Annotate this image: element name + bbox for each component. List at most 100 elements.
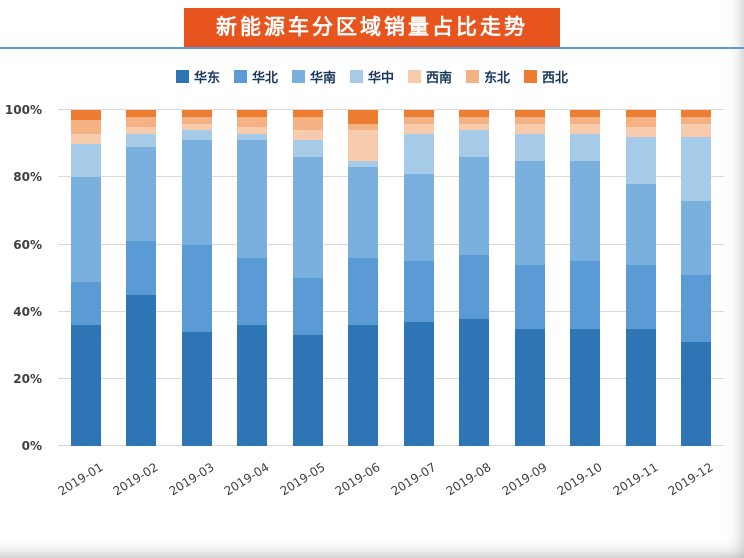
bar-slot xyxy=(280,110,336,447)
bar-segment xyxy=(570,160,601,262)
bar-segment xyxy=(70,110,101,121)
bar xyxy=(237,110,268,447)
chart-area: 0% 20% 40% 60% 80% 100% 2019-01 2019-02 2019-03… xyxy=(0,103,744,520)
bar-segment xyxy=(181,244,212,332)
gridline xyxy=(58,176,724,178)
bar xyxy=(403,110,434,447)
x-axis-slot: 2019-04 xyxy=(221,450,281,514)
legend-label: 东北 xyxy=(484,71,511,87)
bar-segment xyxy=(514,116,545,124)
bar xyxy=(348,110,379,447)
bar-segment xyxy=(348,167,379,259)
legend-item: 华中 xyxy=(349,67,394,87)
bar-segment xyxy=(292,140,323,158)
bar-segment xyxy=(514,110,545,117)
x-axis-slot: 2019-08 xyxy=(443,450,503,514)
bar-segment xyxy=(681,342,712,447)
bar-segment xyxy=(237,127,268,134)
chart-title: 新能源车分区域销量占比走势 xyxy=(216,15,528,39)
x-axis-label: 2019-04 xyxy=(221,460,272,499)
legend-label: 华南 xyxy=(309,71,336,87)
bar-segment xyxy=(625,137,656,185)
x-axis-label: 2019-07 xyxy=(388,460,439,499)
legend-label: 华中 xyxy=(367,71,394,87)
bar-segment xyxy=(70,143,101,178)
bar xyxy=(625,110,656,447)
bar-slot xyxy=(114,110,170,447)
bar-slot xyxy=(669,110,725,447)
bar-slot xyxy=(225,110,281,447)
bar-segment xyxy=(681,110,712,117)
bar-segment xyxy=(126,147,157,242)
bar-segment xyxy=(237,325,268,447)
bar-segment xyxy=(348,325,379,447)
bar-segment xyxy=(403,321,434,447)
bar-segment xyxy=(403,116,434,124)
x-axis-slot: 2019-12 xyxy=(666,450,725,514)
bar-segment xyxy=(292,116,323,131)
x-axis-label: 2019-08 xyxy=(443,460,494,499)
legend-swatch xyxy=(408,70,421,84)
x-axis-label: 2019-10 xyxy=(554,460,605,499)
bar xyxy=(514,110,545,447)
bar-segment xyxy=(292,130,323,141)
bar-segment xyxy=(292,278,323,336)
bar-segment xyxy=(625,184,656,265)
legend-label: 华东 xyxy=(193,71,220,87)
legend-swatch xyxy=(524,70,538,84)
bar-slot xyxy=(502,110,558,447)
bar-segment xyxy=(459,123,490,131)
y-axis-label: 60% xyxy=(13,237,42,252)
bar-segment xyxy=(70,281,101,326)
y-axis: 0% 20% 40% 60% 80% 100% xyxy=(0,103,50,453)
x-axis-label: 2019-02 xyxy=(110,460,161,499)
gridline xyxy=(58,243,724,245)
gridline xyxy=(58,378,724,379)
bar-segment xyxy=(403,133,434,175)
bar-segment xyxy=(348,258,379,326)
bar-segment xyxy=(459,116,490,124)
x-axis-label: 2019-05 xyxy=(277,460,328,499)
bar-segment xyxy=(126,127,157,134)
bar xyxy=(126,110,157,447)
bar-segment xyxy=(514,133,545,161)
gridline xyxy=(58,445,724,447)
legend-item: 西南 xyxy=(408,67,452,86)
bar-segment xyxy=(514,264,545,329)
bar-segment xyxy=(70,325,101,447)
bar-segment xyxy=(126,241,157,295)
bar-segment xyxy=(181,116,212,124)
bar-segment xyxy=(348,160,379,168)
y-axis-label: 0% xyxy=(21,439,42,454)
bar-segment xyxy=(570,116,601,124)
chart-legend: 华东 华北 华南 华中 西南 东北 西北 xyxy=(0,67,744,86)
bar-segment xyxy=(181,130,212,141)
bar-segment xyxy=(570,133,601,161)
x-axis-label: 2019-09 xyxy=(499,460,550,499)
bar-segment xyxy=(514,328,545,447)
bar-segment xyxy=(681,123,712,138)
bar-slot xyxy=(447,110,503,447)
gridline xyxy=(58,310,724,312)
bar-segment xyxy=(570,328,601,447)
bar-segment xyxy=(126,116,157,128)
bar-segment xyxy=(625,328,656,447)
plot-area xyxy=(58,109,725,447)
bar-segment xyxy=(126,295,157,447)
bar-segment xyxy=(181,331,212,447)
bars xyxy=(58,110,725,447)
legend-item: 东北 xyxy=(466,67,510,86)
legend-item: 西北 xyxy=(524,67,568,86)
x-axis: 2019-01 2019-02 2019-03 2019-04 2019-05 2019-… xyxy=(55,450,725,514)
bar-segment xyxy=(237,110,268,117)
bar-segment xyxy=(237,140,268,259)
bar-segment xyxy=(459,130,490,158)
bar-segment xyxy=(237,116,268,128)
bar-segment xyxy=(181,110,212,117)
bar-segment xyxy=(126,110,157,117)
bar-segment xyxy=(348,110,379,124)
bar-segment xyxy=(181,123,212,131)
bar-slot xyxy=(558,110,614,447)
x-axis-slot: 2019-05 xyxy=(277,450,336,514)
legend-item: 华北 xyxy=(233,67,278,86)
